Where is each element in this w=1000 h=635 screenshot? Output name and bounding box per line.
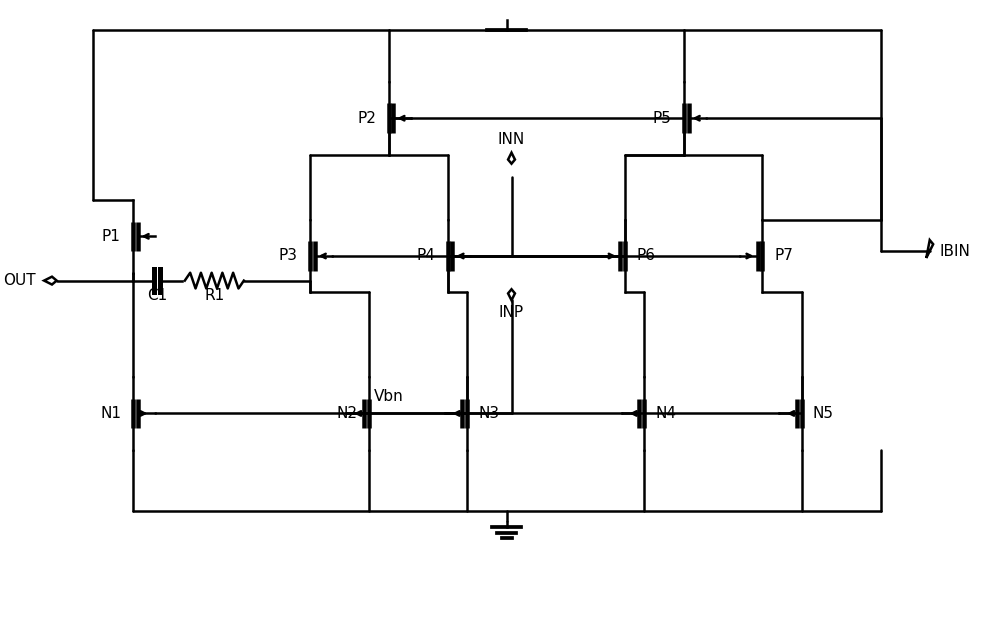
- Text: P7: P7: [775, 248, 794, 264]
- Text: R1: R1: [204, 288, 224, 303]
- Text: INN: INN: [498, 132, 525, 147]
- Text: N5: N5: [813, 406, 834, 421]
- Text: P3: P3: [279, 248, 298, 264]
- Text: N1: N1: [101, 406, 122, 421]
- Text: IBIN: IBIN: [940, 244, 970, 258]
- Text: P6: P6: [637, 248, 656, 264]
- Polygon shape: [508, 152, 515, 164]
- Text: C1: C1: [147, 288, 167, 303]
- Text: Vbn: Vbn: [374, 389, 403, 404]
- Text: N4: N4: [656, 406, 677, 421]
- Text: OUT: OUT: [4, 273, 36, 288]
- Polygon shape: [508, 290, 515, 300]
- Text: P1: P1: [102, 229, 120, 244]
- Text: P4: P4: [416, 248, 435, 264]
- Text: N3: N3: [478, 406, 499, 421]
- Polygon shape: [44, 277, 57, 284]
- Polygon shape: [926, 240, 933, 258]
- Text: P5: P5: [653, 110, 672, 126]
- Text: N2: N2: [337, 406, 358, 421]
- Text: P2: P2: [357, 110, 376, 126]
- Text: INP: INP: [499, 305, 524, 320]
